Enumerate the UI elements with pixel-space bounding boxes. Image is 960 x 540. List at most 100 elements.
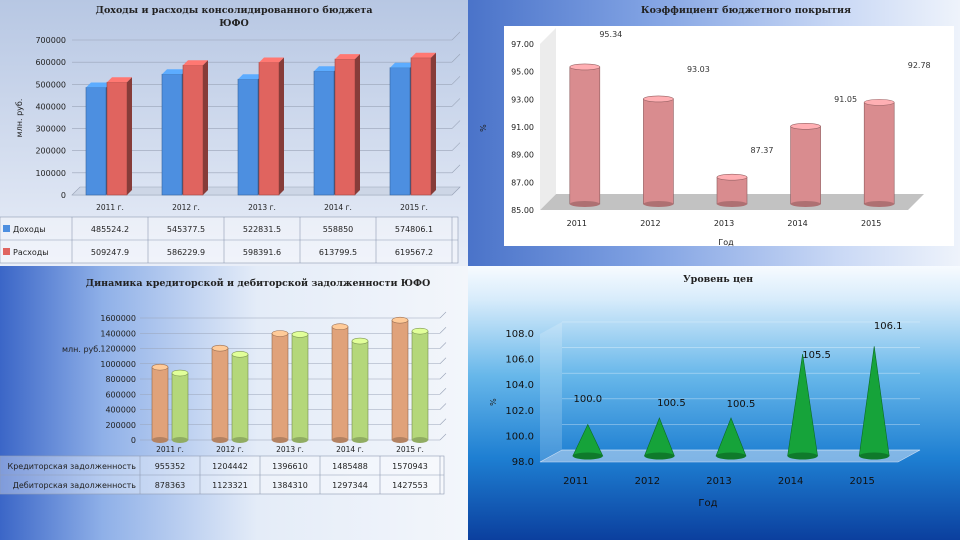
budget-table-value: 509247.9 bbox=[91, 248, 129, 257]
debt-table-value: 1297344 bbox=[332, 481, 368, 490]
debt-ytick: 1200000 bbox=[100, 345, 136, 354]
debt-bar-debit bbox=[351, 340, 369, 441]
debt-bar-debit bbox=[171, 372, 189, 441]
debt-xtick: 2013 г. bbox=[276, 445, 304, 454]
coverage-ytick: 91.00 bbox=[511, 123, 534, 132]
debt-xtick: 2015 г. bbox=[396, 445, 424, 454]
coverage-bar-cap bbox=[790, 123, 821, 130]
prices-cone bbox=[787, 353, 818, 457]
budget-ytick: 400000 bbox=[35, 102, 66, 111]
prices-data-label: 100.5 bbox=[657, 398, 686, 409]
prices-ytick: 102.0 bbox=[505, 406, 534, 417]
debt-bar-credit-cap bbox=[211, 344, 229, 352]
coverage-xtick: 2013 bbox=[714, 219, 734, 228]
debt-bar-credit-base bbox=[332, 437, 348, 443]
coverage-side-wall bbox=[540, 28, 556, 210]
debt-table-value: 878363 bbox=[155, 481, 186, 490]
debt-gridline-depth bbox=[439, 372, 447, 380]
budget-gridline-depth bbox=[451, 53, 461, 63]
debt-table-value: 955352 bbox=[155, 462, 186, 471]
budget-table-value: 522831.5 bbox=[243, 225, 281, 234]
budget-chart: Доходы и расходы консолидированного бюдж… bbox=[0, 5, 461, 264]
budget-gridline-depth bbox=[451, 31, 461, 41]
prices-data-label: 100.0 bbox=[573, 394, 602, 405]
budget-table-value: 485524.2 bbox=[91, 225, 129, 234]
debt-bar-credit-cap bbox=[271, 330, 289, 337]
budget-table-value: 598391.6 bbox=[243, 248, 281, 257]
debt-bar-credit bbox=[211, 347, 229, 441]
debt-bar-debit-cap bbox=[411, 327, 429, 335]
budget-bar-expense-top bbox=[259, 57, 284, 63]
debt-table-value: 1570943 bbox=[392, 462, 428, 471]
coverage-xtick: 2015 bbox=[861, 219, 881, 228]
debt-bar-credit-base bbox=[212, 437, 228, 443]
debt-ytick: 400000 bbox=[105, 406, 136, 415]
coverage-data-label: 91.05 bbox=[834, 95, 857, 104]
prices-side-wall bbox=[540, 322, 562, 462]
debt-table-value: 1427553 bbox=[392, 481, 428, 490]
coverage-ytick: 95.00 bbox=[511, 68, 534, 77]
budget-ytick: 500000 bbox=[35, 80, 66, 89]
budget-table-value: 558850 bbox=[323, 225, 354, 234]
budget-ytick: 200000 bbox=[35, 147, 66, 156]
budget-bar-expense-top bbox=[107, 77, 132, 83]
budget-bar-income bbox=[85, 87, 107, 196]
budget-xtick: 2014 г. bbox=[324, 203, 352, 212]
budget-bar-expense bbox=[258, 62, 280, 196]
budget-title: Доходы и расходы консолидированного бюдж… bbox=[96, 5, 373, 16]
budget-xtick: 2012 г. bbox=[172, 203, 200, 212]
coverage-xlabel: Год bbox=[718, 238, 734, 247]
prices-cone bbox=[715, 417, 747, 457]
prices-ytick: 108.0 bbox=[505, 329, 534, 340]
debt-xtick: 2014 г. bbox=[336, 445, 364, 454]
coverage-bar-base bbox=[864, 201, 895, 207]
debt-legend-label: Дебиторская задолженность bbox=[13, 481, 137, 490]
prices-chart: Уровень цен% 108.0 106.0 104.0 102.0 100.0 98.… bbox=[489, 274, 921, 509]
budget-bar-income-top bbox=[86, 82, 111, 88]
coverage-bar-base bbox=[790, 201, 821, 207]
prices-cone bbox=[643, 417, 675, 457]
debt-table-value: 1396610 bbox=[272, 462, 308, 471]
debt-gridline-depth bbox=[439, 327, 447, 334]
prices-title: Уровень цен bbox=[683, 274, 753, 285]
coverage-bar bbox=[716, 176, 748, 205]
prices-xtick: 2014 bbox=[778, 476, 803, 487]
coverage-data-label: 92.78 bbox=[908, 61, 931, 70]
budget-gridline-depth bbox=[451, 98, 461, 107]
prices-chart-panel: Уровень цен% 108.0 106.0 104.0 102.0 100.0 98.… bbox=[468, 266, 960, 540]
prices-cone-base bbox=[859, 452, 890, 460]
debt-bar-debit-cap bbox=[291, 331, 309, 338]
budget-bar-expense bbox=[106, 81, 128, 196]
budget-gridline-depth bbox=[451, 142, 461, 151]
budget-bar-expense bbox=[410, 57, 432, 196]
coverage-bar bbox=[569, 66, 601, 205]
coverage-bar-cap bbox=[569, 63, 601, 71]
prices-ytick: 100.0 bbox=[505, 431, 534, 442]
budget-gridline-depth bbox=[451, 76, 461, 85]
budget-bar-expense-top bbox=[411, 52, 436, 58]
coverage-ylabel: % bbox=[479, 124, 488, 132]
prices-cone-base bbox=[644, 452, 675, 460]
coverage-bar bbox=[643, 98, 674, 205]
debt-bar-credit-base bbox=[392, 437, 408, 443]
debt-table-value: 1204442 bbox=[212, 462, 248, 471]
debt-table-value: 1485488 bbox=[332, 462, 368, 471]
prices-xtick: 2015 bbox=[849, 476, 874, 487]
debt-gridline-depth bbox=[439, 418, 447, 425]
budget-table-value: 586229.9 bbox=[167, 248, 205, 257]
debt-bar-debit bbox=[291, 334, 309, 441]
budget-xtick: 2013 г. bbox=[248, 203, 276, 212]
debt-table-value: 1384310 bbox=[272, 481, 308, 490]
debt-gridline-depth bbox=[439, 357, 447, 364]
prices-ytick: 106.0 bbox=[505, 355, 534, 366]
debt-bar-debit-base bbox=[412, 437, 428, 443]
debt-bar-credit-cap bbox=[151, 363, 169, 371]
coverage-data-label: 95.34 bbox=[599, 30, 622, 39]
budget-bar-expense-side bbox=[279, 57, 284, 195]
debt-ytick: 1600000 bbox=[100, 314, 136, 323]
debt-legend-label: Кредиторская задолженность bbox=[8, 462, 137, 471]
debt-bar-credit bbox=[331, 326, 349, 441]
prices-cone-base bbox=[787, 452, 818, 460]
debt-bar-debit-base bbox=[232, 437, 248, 443]
budget-xtick: 2015 г. bbox=[400, 203, 428, 212]
